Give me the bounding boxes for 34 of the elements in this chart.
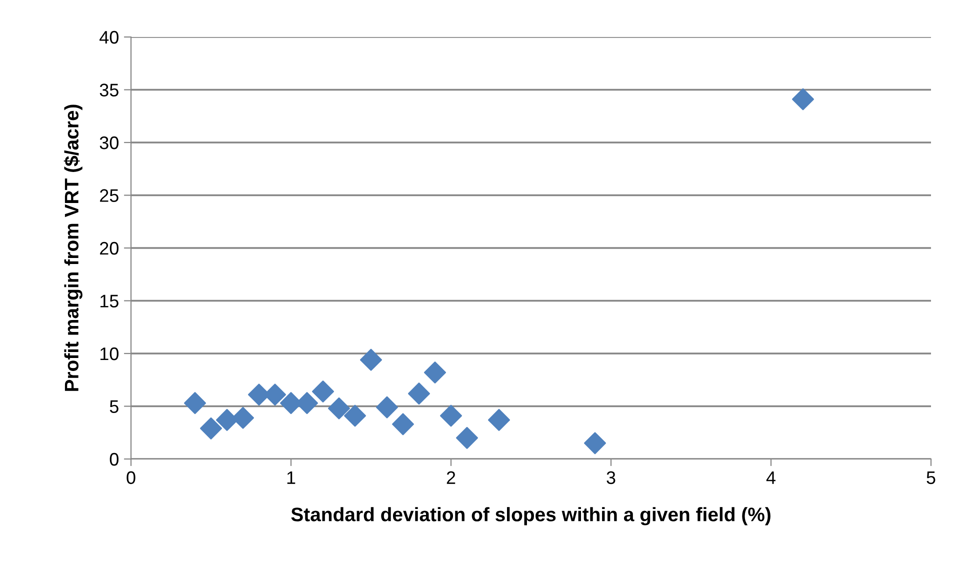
point <box>424 361 446 384</box>
x-tick-label: 0 <box>126 471 136 484</box>
x-axis-title: Standard deviation of slopes within a given field (%) <box>291 507 770 526</box>
point <box>792 88 814 110</box>
y-tick-label: 30 <box>100 136 118 150</box>
x-tick-label: 5 <box>926 471 936 484</box>
point <box>312 380 334 402</box>
point <box>328 397 350 420</box>
point <box>216 408 238 431</box>
y-tick-label: 25 <box>100 189 118 202</box>
y-tick-label: 10 <box>100 347 118 360</box>
point <box>376 396 398 418</box>
y-tick-label: 40 <box>100 30 118 44</box>
x-tick-label: 2 <box>446 471 456 484</box>
point <box>440 404 462 427</box>
point <box>344 404 366 427</box>
point <box>232 406 254 429</box>
point <box>408 382 430 405</box>
y-tick-label: 15 <box>100 294 118 308</box>
y-tick-label: 20 <box>100 242 118 255</box>
x-tick-label: 3 <box>606 471 616 484</box>
point <box>456 426 478 449</box>
point <box>200 417 222 440</box>
y-tick-label: 5 <box>110 400 118 413</box>
y-axis-title: Profit margin from VRT ($/acre) <box>64 104 82 391</box>
point <box>360 348 382 371</box>
y-tick-label: 0 <box>110 452 118 466</box>
point <box>392 413 414 436</box>
x-tick-label: 4 <box>766 471 776 484</box>
point <box>184 392 206 414</box>
y-tick-label: 35 <box>100 84 118 96</box>
point <box>584 432 606 454</box>
point <box>488 408 510 431</box>
x-tick-label: 1 <box>287 471 296 484</box>
